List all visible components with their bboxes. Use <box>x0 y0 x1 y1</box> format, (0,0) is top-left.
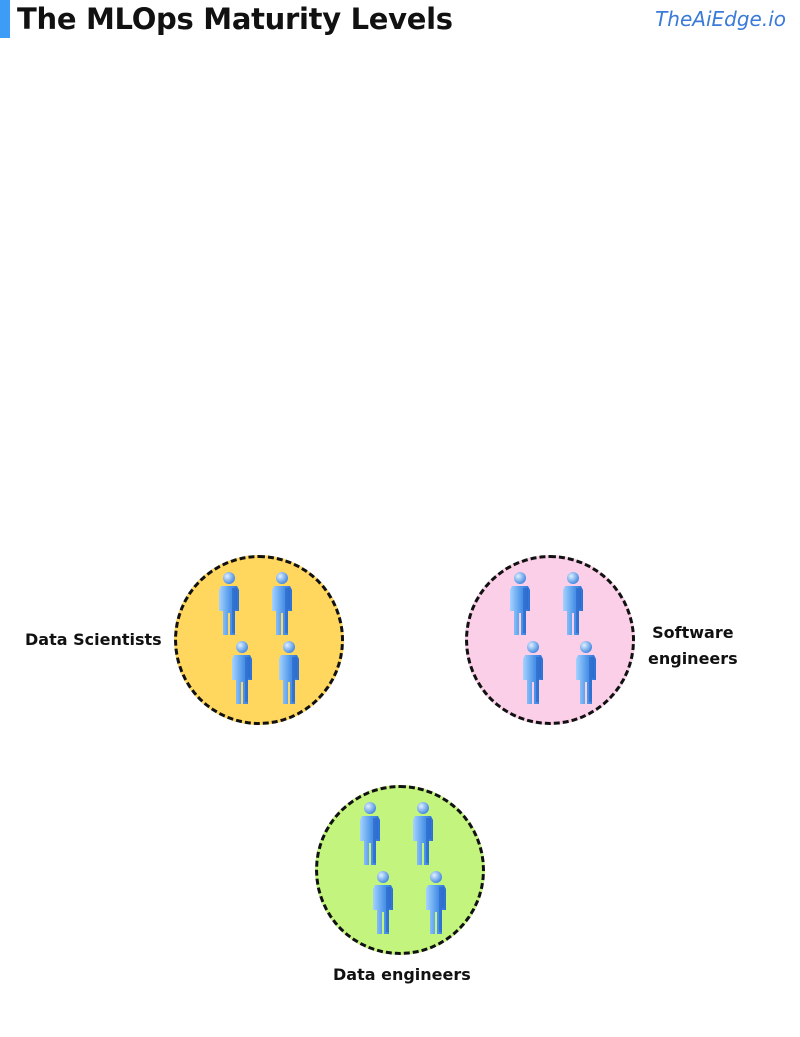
software-engineers-label-line2: engineers <box>648 649 738 668</box>
data-engineers-circle <box>315 785 485 955</box>
person-icon <box>269 571 295 637</box>
data-scientists-label-text: Data Scientists <box>25 630 162 649</box>
person-icon <box>520 640 546 706</box>
data-scientists-group <box>174 555 344 725</box>
person-icon <box>410 801 436 867</box>
person-icon <box>370 870 396 936</box>
data-engineers-label: Data engineers <box>333 962 471 988</box>
data-scientists-label: Data Scientists <box>25 627 162 653</box>
person-icon <box>276 640 302 706</box>
person-icon <box>423 870 449 936</box>
data-engineers-group <box>315 785 485 955</box>
person-icon <box>507 571 533 637</box>
brand-logo-text: TheAiEdge.io <box>655 7 786 31</box>
software-engineers-label-line1: Software <box>652 623 734 642</box>
page-title: The MLOps Maturity Levels <box>17 2 453 36</box>
data-engineers-label-text: Data engineers <box>333 965 471 984</box>
software-engineers-group <box>465 555 635 725</box>
software-engineers-circle <box>465 555 635 725</box>
person-icon <box>216 571 242 637</box>
person-icon <box>229 640 255 706</box>
person-icon <box>560 571 586 637</box>
accent-bar <box>0 0 10 38</box>
data-scientists-circle <box>174 555 344 725</box>
person-icon <box>573 640 599 706</box>
person-icon <box>357 801 383 867</box>
software-engineers-label: Software engineers <box>648 620 738 672</box>
